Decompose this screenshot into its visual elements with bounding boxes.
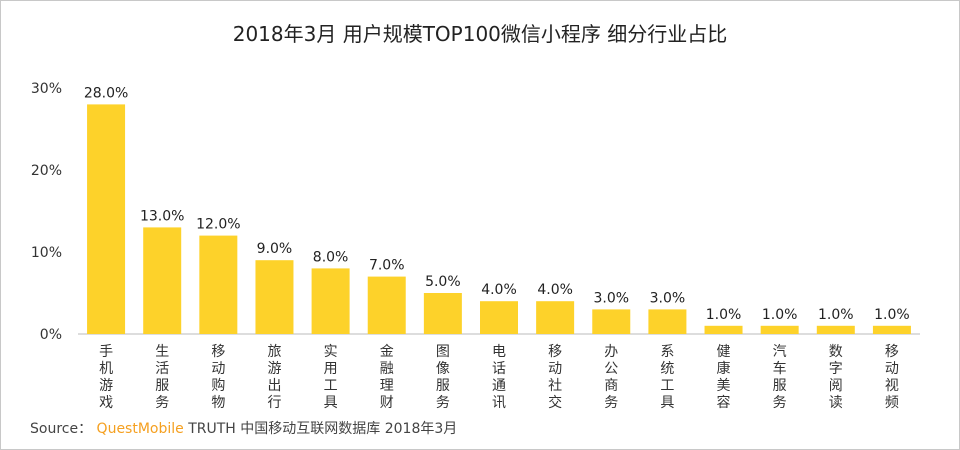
data-label: 1.0% xyxy=(762,307,798,323)
bar xyxy=(648,309,687,334)
bar xyxy=(87,104,126,335)
bar xyxy=(592,309,631,334)
bar xyxy=(143,227,182,334)
bar xyxy=(199,235,238,334)
source-note: Source： QuestMobile TRUTH 中国移动互联网数据库 201… xyxy=(30,418,457,438)
x-tick-label: 办公商务 xyxy=(604,344,618,411)
source-prefix: Source： xyxy=(30,421,93,437)
source-text: TRUTH 中国移动互联网数据库 2018年3月 xyxy=(188,421,458,437)
x-tick-label: 汽车服务 xyxy=(773,344,787,411)
data-label: 9.0% xyxy=(257,241,293,257)
bar xyxy=(311,268,350,334)
x-tick-label: 金融理财 xyxy=(380,344,394,411)
data-label: 4.0% xyxy=(537,282,573,298)
data-label: 3.0% xyxy=(593,290,629,306)
data-label: 12.0% xyxy=(196,217,240,233)
bar xyxy=(872,325,911,334)
y-tick-label: 0% xyxy=(40,327,62,343)
bar xyxy=(255,260,294,334)
x-tick-label: 移动视频 xyxy=(885,344,899,411)
bar xyxy=(760,325,799,334)
x-tick-label: 图像服务 xyxy=(436,344,450,411)
x-tick-label: 健康美容 xyxy=(717,344,731,411)
x-tick-label: 生活服务 xyxy=(155,344,169,411)
x-tick-label: 数字阅读 xyxy=(829,344,843,411)
data-label: 1.0% xyxy=(706,307,742,323)
data-label: 8.0% xyxy=(313,249,349,265)
x-tick-label: 移动购物 xyxy=(211,344,225,411)
bar xyxy=(704,325,743,334)
bar xyxy=(536,301,575,334)
x-tick-label: 手机游戏 xyxy=(99,344,113,411)
data-label: 28.0% xyxy=(84,85,128,101)
bar xyxy=(480,301,518,334)
x-tick-label: 电话通讯 xyxy=(492,344,506,411)
x-tick-label: 移动社交 xyxy=(548,344,562,411)
bar xyxy=(423,293,462,334)
data-label: 13.0% xyxy=(140,208,184,224)
x-tick-label: 实用工具 xyxy=(324,344,338,411)
x-tick-label: 旅游出行 xyxy=(267,344,281,411)
data-label: 7.0% xyxy=(369,258,405,274)
data-label: 4.0% xyxy=(481,282,517,298)
y-tick-label: 30% xyxy=(31,81,62,97)
bar xyxy=(367,276,406,334)
data-label: 1.0% xyxy=(818,307,854,323)
bar xyxy=(816,325,855,334)
y-tick-label: 20% xyxy=(31,163,62,179)
data-label: 1.0% xyxy=(874,307,910,323)
x-tick-label: 系统工具 xyxy=(660,344,674,411)
data-label: 3.0% xyxy=(650,290,686,306)
chart-title: 2018年3月 用户规模TOP100微信小程序 细分行业占比 xyxy=(232,22,728,46)
data-label: 5.0% xyxy=(425,274,461,290)
y-tick-label: 10% xyxy=(31,245,62,261)
source-brand: QuestMobile xyxy=(96,421,184,437)
